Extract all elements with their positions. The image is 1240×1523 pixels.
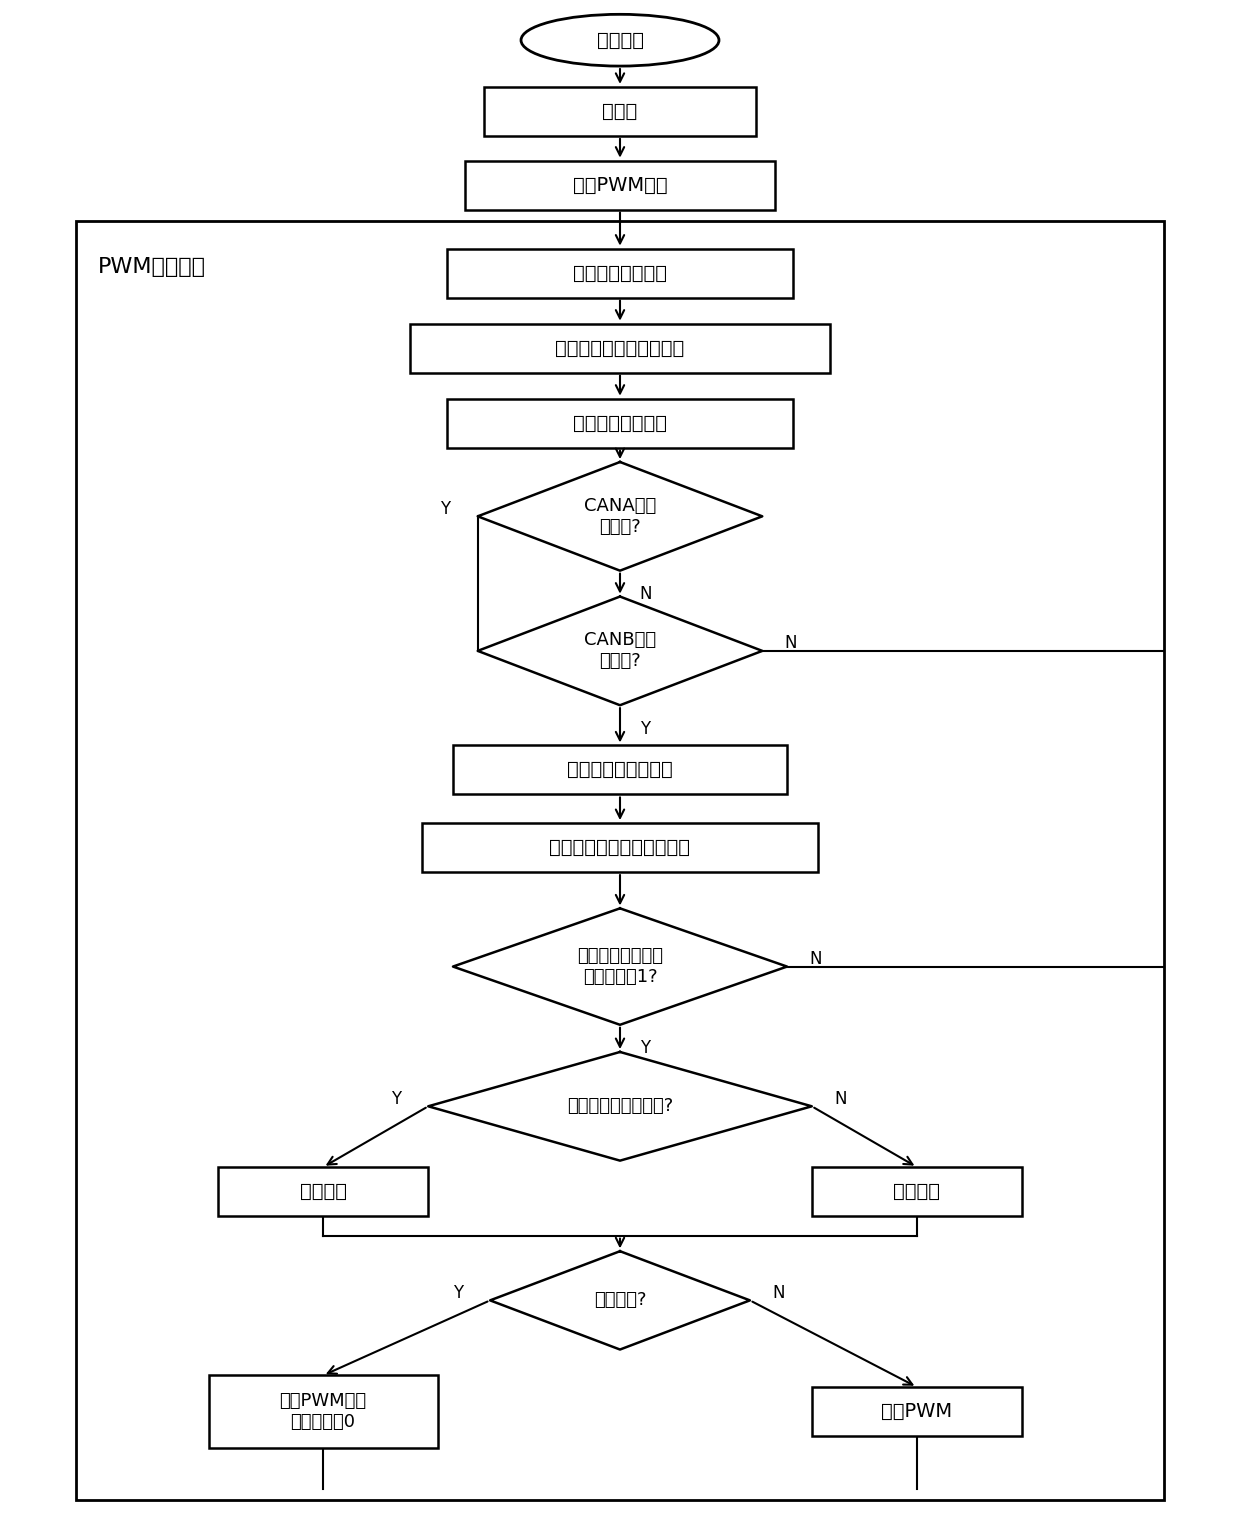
Bar xyxy=(812,1387,1022,1436)
Text: N: N xyxy=(773,1284,785,1302)
Bar xyxy=(812,1167,1022,1217)
Text: N: N xyxy=(810,950,822,967)
Text: PWM中断函数: PWM中断函数 xyxy=(98,256,206,277)
Bar xyxy=(76,221,1164,1500)
Bar xyxy=(409,323,831,373)
Text: 初始化: 初始化 xyxy=(603,102,637,120)
Polygon shape xyxy=(490,1252,750,1349)
Polygon shape xyxy=(477,461,763,571)
Text: 停止PWM输出
指令标识清0: 停止PWM输出 指令标识清0 xyxy=(279,1392,367,1432)
Text: Y: Y xyxy=(391,1089,401,1107)
Text: CANB接收
到指令?: CANB接收 到指令? xyxy=(584,632,656,670)
Text: Y: Y xyxy=(640,1039,650,1057)
Text: 输出PWM: 输出PWM xyxy=(882,1403,952,1421)
Bar xyxy=(218,1167,428,1217)
Bar xyxy=(446,248,794,297)
Text: N: N xyxy=(835,1089,847,1107)
Text: 闭环控制: 闭环控制 xyxy=(300,1182,346,1202)
Bar xyxy=(453,745,787,795)
Bar xyxy=(465,160,775,210)
Bar xyxy=(422,822,818,873)
Polygon shape xyxy=(453,908,787,1025)
Polygon shape xyxy=(477,597,763,705)
Text: CANA接收
到指令?: CANA接收 到指令? xyxy=(584,496,656,536)
Ellipse shape xyxy=(521,14,719,65)
Text: 微动开关控制及状态采集: 微动开关控制及状态采集 xyxy=(556,338,684,358)
Text: N: N xyxy=(640,585,652,603)
Text: 上电启动: 上电启动 xyxy=(596,30,644,50)
Text: 位置反馈采集处理: 位置反馈采集处理 xyxy=(573,263,667,283)
Bar xyxy=(484,87,756,136)
Text: 开环控制: 开环控制 xyxy=(894,1182,940,1202)
Text: 到达位置?: 到达位置? xyxy=(594,1292,646,1310)
Text: 执行相应操作返回应答数据: 执行相应操作返回应答数据 xyxy=(549,838,691,857)
Bar xyxy=(208,1375,438,1448)
Text: Y: Y xyxy=(453,1284,463,1302)
Polygon shape xyxy=(428,1052,812,1161)
Text: 角度传感器工作正常?: 角度传感器工作正常? xyxy=(567,1097,673,1115)
Text: N: N xyxy=(785,634,797,652)
Text: 开启PWM中断: 开启PWM中断 xyxy=(573,175,667,195)
Text: 指令数据接收及判别: 指令数据接收及判别 xyxy=(567,760,673,780)
Text: Y: Y xyxy=(440,500,450,518)
Text: 基板展开角度控制
指令标识置1?: 基板展开角度控制 指令标识置1? xyxy=(577,947,663,985)
Bar xyxy=(446,399,794,448)
Text: Y: Y xyxy=(640,719,650,737)
Text: 系统指令信息查询: 系统指令信息查询 xyxy=(573,414,667,433)
